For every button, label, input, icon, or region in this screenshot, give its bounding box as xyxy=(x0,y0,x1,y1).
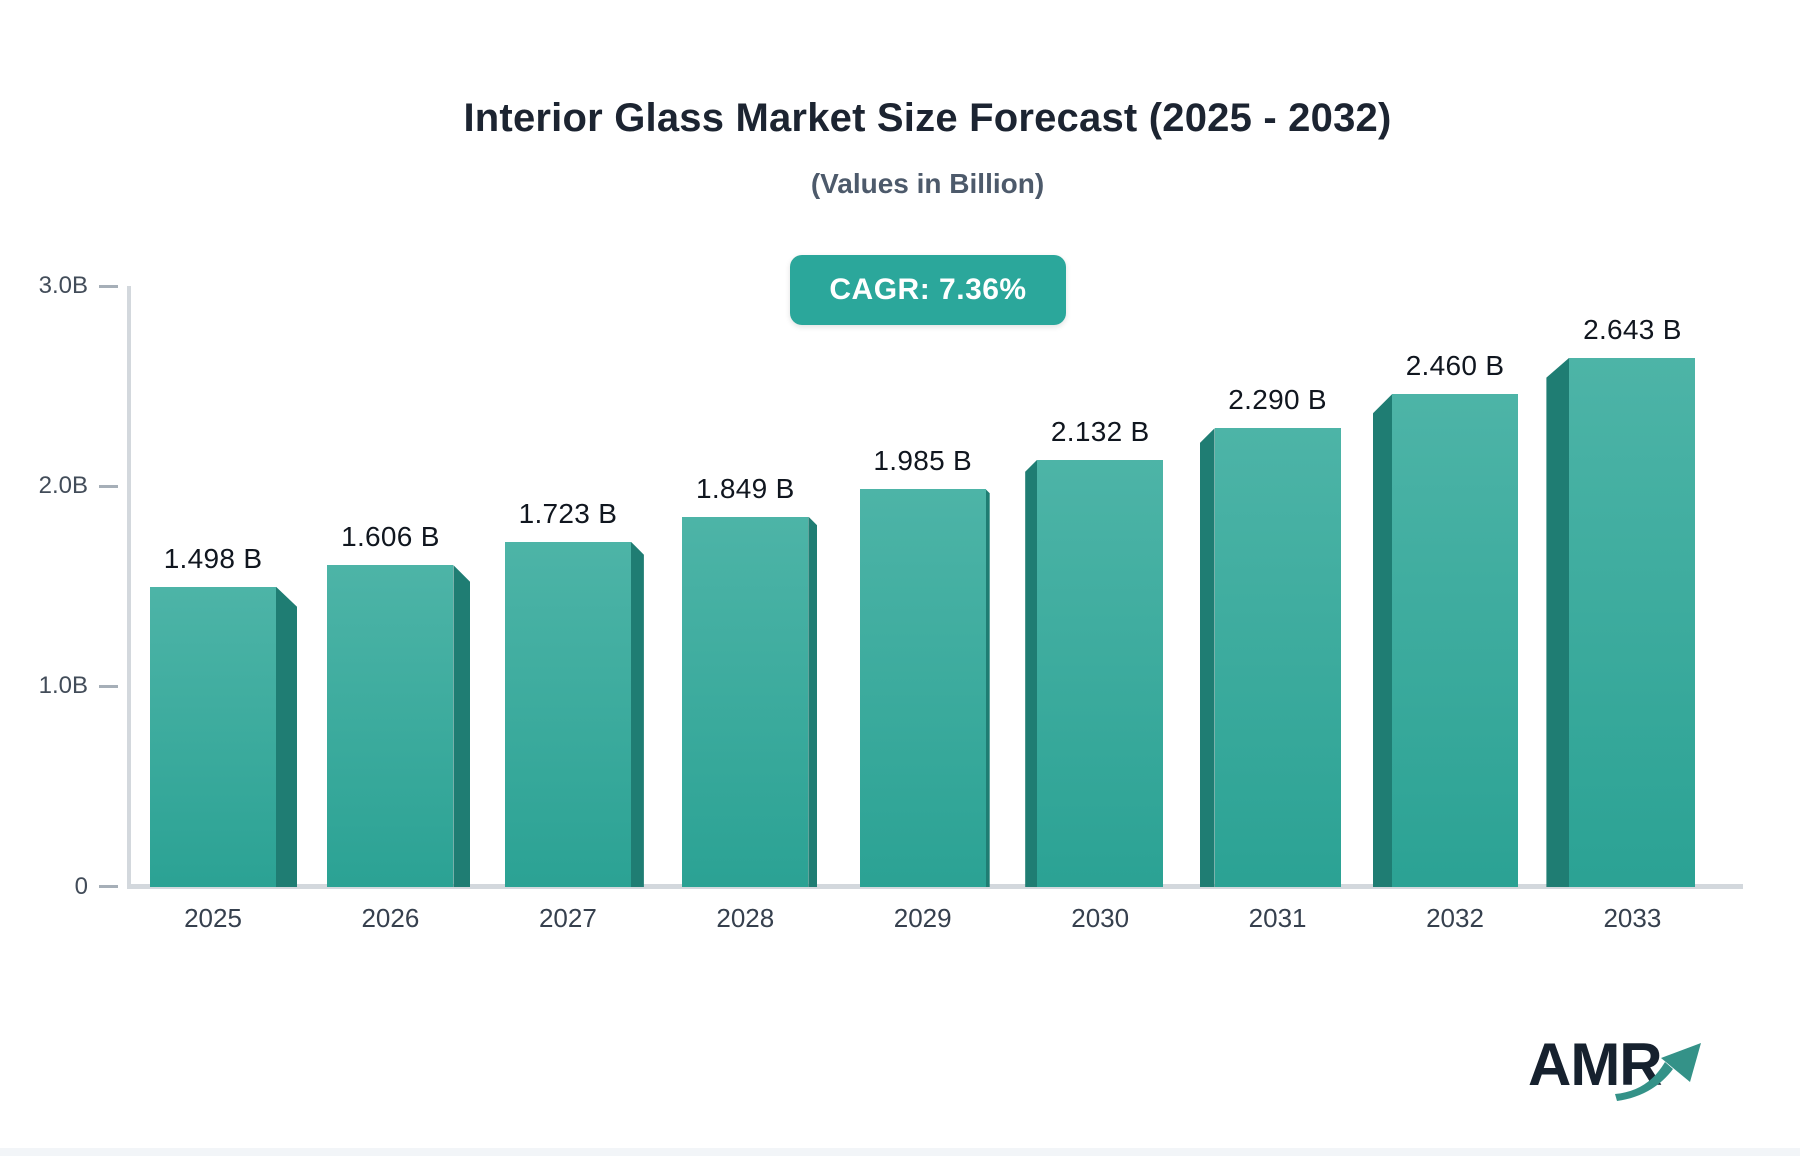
y-tick-label: 3.0B xyxy=(38,272,88,300)
y-tick-label: 2.0B xyxy=(38,472,88,500)
y-tick-mark xyxy=(99,885,118,888)
bar-side-face xyxy=(808,516,818,887)
x-axis-label: 2032 xyxy=(1426,903,1484,933)
y-tick-mark xyxy=(99,484,118,488)
bar-value-label: 2.132 B xyxy=(1050,415,1150,447)
bottom-strip xyxy=(0,1148,1800,1156)
bar-value-label: 2.290 B xyxy=(1228,384,1327,416)
chart-title: Interior Glass Market Size Forecast (202… xyxy=(463,96,1392,140)
bar xyxy=(1037,459,1164,887)
x-axis-label: 2028 xyxy=(716,903,775,933)
y-tick-mark xyxy=(99,684,118,688)
bar-side-face xyxy=(630,541,644,887)
growth-arrow-icon xyxy=(1615,1043,1701,1101)
bar-value-label: 1.723 B xyxy=(518,497,618,529)
bar xyxy=(504,541,631,887)
x-axis-label: 2030 xyxy=(1071,903,1130,933)
bar-side-face xyxy=(985,489,990,887)
bar-value-label: 2.460 B xyxy=(1405,350,1505,382)
x-axis-label: 2033 xyxy=(1603,903,1662,933)
bar xyxy=(1392,394,1518,887)
bar xyxy=(1569,357,1696,887)
bar-value-label: 1.606 B xyxy=(341,521,440,553)
x-axis-label: 2027 xyxy=(538,903,597,933)
bar-side-face xyxy=(1546,357,1570,887)
bar-side-face xyxy=(453,565,471,887)
amr-logo: AMR xyxy=(1528,1030,1718,1110)
y-tick-mark xyxy=(99,284,118,288)
y-axis-line xyxy=(127,286,131,887)
bar-side-face xyxy=(276,586,297,887)
bar-value-label: 1.985 B xyxy=(873,445,972,477)
x-axis-label: 2026 xyxy=(361,903,420,933)
bar xyxy=(150,586,276,887)
bar xyxy=(682,516,809,887)
x-axis-label: 2025 xyxy=(184,903,242,933)
cagr-badge: CAGR: 7.36% xyxy=(790,255,1066,325)
bar xyxy=(859,489,986,887)
chart-subtitle: (Values in Billion) xyxy=(810,168,1045,199)
y-tick-label: 1.0B xyxy=(38,672,88,700)
bar-value-label: 1.849 B xyxy=(695,472,795,504)
bar xyxy=(1214,428,1341,887)
bar-side-face xyxy=(1025,459,1038,887)
bar-value-label: 1.498 B xyxy=(163,542,263,574)
x-axis-label: 2029 xyxy=(893,903,952,933)
bar-side-face xyxy=(1373,394,1392,887)
y-tick-label: 0 xyxy=(74,872,88,900)
x-axis-label: 2031 xyxy=(1248,903,1307,933)
bar-side-face xyxy=(1199,428,1215,887)
bar xyxy=(327,565,454,887)
bar-value-label: 2.643 B xyxy=(1583,313,1682,345)
